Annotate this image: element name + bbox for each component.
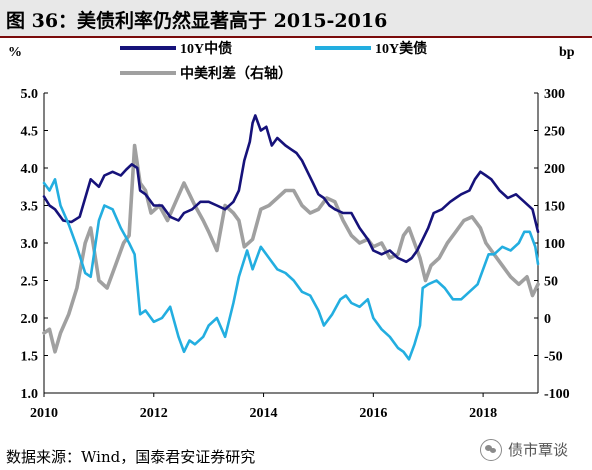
right-tick-label: 50	[544, 275, 558, 290]
right-tick-label: -100	[544, 387, 570, 402]
right-tick-label: 250	[544, 125, 565, 140]
series-line-2	[42, 178, 540, 361]
title-bar: 图 36：美债利率仍然显著高于 2015-2016	[0, 0, 592, 38]
right-tick-label: 300	[544, 87, 565, 102]
left-tick-label: 4.0	[21, 162, 39, 177]
series-line-1	[42, 114, 540, 264]
left-tick-label: 2.0	[21, 312, 39, 327]
wechat-icon	[480, 439, 502, 461]
left-tick-label: 5.0	[21, 87, 39, 102]
left-tick-label: 1.5	[21, 350, 39, 365]
x-tick-label: 2010	[30, 406, 58, 421]
right-tick-label: -50	[544, 350, 563, 365]
chart: 5.0 4.5 4.0 3.5 3.0 2.5 2.0 1.5 1.0 300 250 200 150 1…	[8, 40, 575, 421]
watermark: 债市覃谈	[480, 434, 590, 464]
right-unit-label: bp	[559, 45, 575, 60]
right-tick-label: 100	[544, 237, 565, 252]
source-note: 数据来源：Wind，国泰君安证券研究	[6, 448, 256, 466]
x-tick-label: 2016	[359, 406, 387, 421]
x-tick-label: 2014	[250, 406, 278, 421]
left-tick-label: 2.5	[21, 275, 39, 290]
left-tick-label: 1.0	[21, 387, 39, 402]
legend-label-3: 中美利差（右轴）	[180, 65, 292, 82]
left-unit-label: %	[8, 45, 22, 60]
watermark-text: 债市覃谈	[508, 441, 569, 459]
left-tick-label: 3.5	[21, 200, 39, 215]
right-tick-label: 150	[544, 200, 565, 215]
left-tick-label: 3.0	[21, 237, 39, 252]
legend-label-1: 10Y中债	[180, 40, 232, 57]
figure-title: 图 36：美债利率仍然显著高于 2015-2016	[6, 10, 388, 32]
x-tick-label: 2012	[140, 406, 168, 421]
legend-label-2: 10Y美债	[375, 40, 427, 57]
left-tick-label: 4.5	[21, 125, 39, 140]
right-tick-label: 0	[544, 312, 551, 327]
series-line-3	[42, 143, 540, 354]
right-tick-label: 200	[544, 162, 565, 177]
x-tick-label: 2018	[469, 406, 497, 421]
